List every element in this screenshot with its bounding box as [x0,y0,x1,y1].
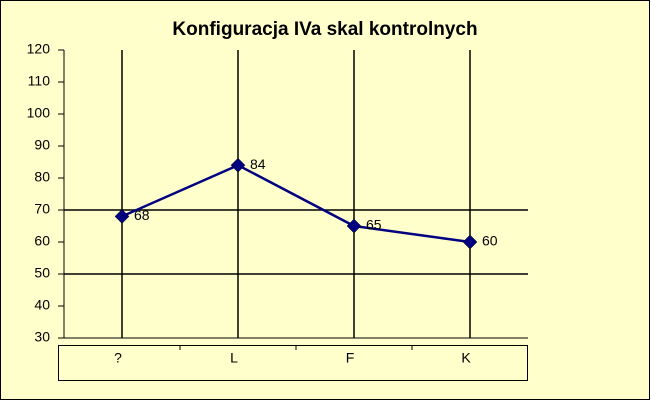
data-label: 84 [250,156,266,172]
y-tick-label: 100 [27,105,51,121]
y-tick-label: 40 [34,297,50,313]
y-tick-label: 80 [34,169,50,185]
y-tick-label: 70 [34,201,50,217]
category-axis-box [58,345,528,381]
data-label: 65 [366,217,382,233]
y-tick-label: 120 [27,41,51,57]
data-point [462,234,478,250]
chart-title: Konfiguracja IVa skal kontrolnych [172,19,477,40]
y-tick-label: 50 [34,265,50,281]
x-tick-label: ? [114,350,122,366]
x-tick-label: K [461,350,471,366]
series-line [121,163,471,244]
data-point [114,209,130,224]
x-tick-label: L [230,350,238,366]
data-point [230,157,246,173]
y-tick-label: 90 [34,137,50,153]
data-label: 60 [482,233,498,249]
y-tick-label: 110 [28,73,51,89]
y-tick-label: 30 [34,329,50,345]
y-tick-label: 60 [34,233,50,249]
x-tick-label: F [346,350,355,366]
data-point [346,218,362,234]
data-label: 68 [134,207,150,223]
